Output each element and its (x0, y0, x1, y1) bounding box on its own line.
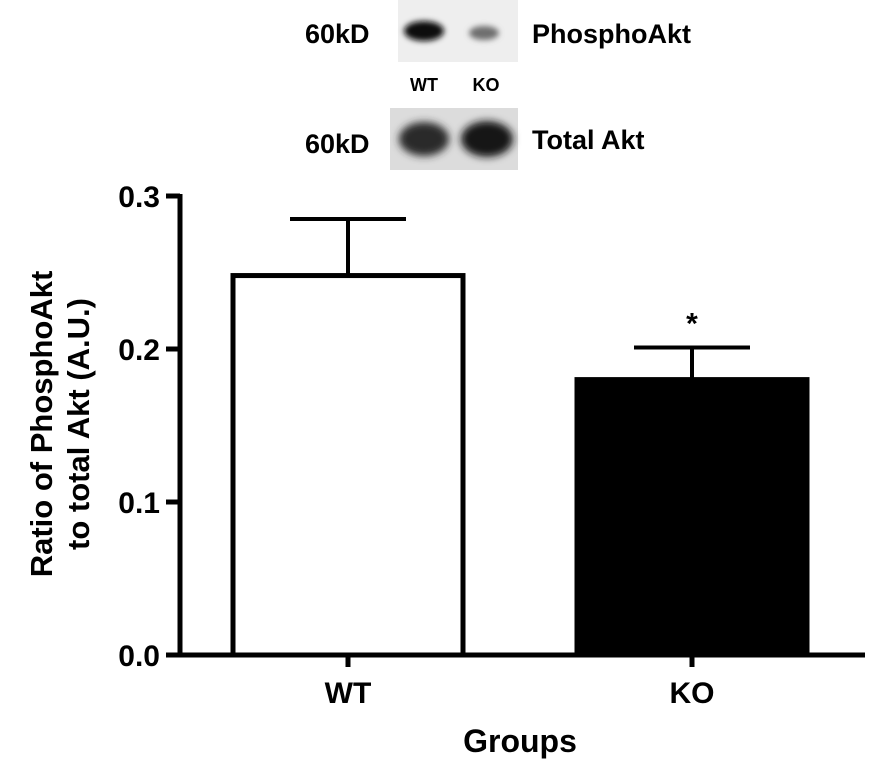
blot-row2-strip (390, 108, 518, 170)
x-tick-label-wt: WT (325, 677, 372, 710)
y-tick-label-3: 0.3 (118, 181, 160, 214)
bar-chart: * 0.0 0.1 0.2 0.3 WT KO Groups Ratio of Phos… (24, 181, 865, 759)
blot-band-phosphoakt-wt (404, 21, 444, 41)
y-axis-title-line-1: Ratio of PhosphoAkt (24, 271, 59, 578)
bar-ko (574, 377, 810, 658)
x-axis-title: Groups (463, 723, 577, 759)
x-ticks-layer: WT KO (325, 655, 715, 710)
bar-wt (230, 273, 466, 658)
blot-band-totalakt-wt (399, 122, 449, 156)
blot-lane-label-wt: WT (410, 75, 438, 95)
significance-marker-ko: * (686, 307, 698, 340)
blot-band-totalakt-ko (461, 121, 513, 157)
y-tick-label-0: 0.0 (118, 640, 160, 673)
y-ticks-layer: 0.0 0.1 0.2 0.3 (118, 181, 180, 673)
blot-band-phosphoakt-ko (469, 26, 499, 40)
y-axis-title-line-2: to total Akt (A.U.) (61, 298, 96, 550)
y-tick-label-2: 0.2 (118, 334, 160, 367)
blot-lane-label-ko: KO (473, 75, 500, 95)
blot-row1-strip (398, 0, 518, 62)
bars-layer (230, 273, 810, 658)
blot-row1-size-label: 60kD (305, 19, 370, 49)
y-tick-label-1: 0.1 (118, 487, 160, 520)
blot-row1-protein-label: PhosphoAkt (532, 19, 691, 49)
y-axis-title: Ratio of PhosphoAkt to total Akt (A.U.) (24, 271, 96, 578)
blot-row2-size-label: 60kD (305, 129, 370, 159)
significance-layer: * (686, 307, 698, 340)
axes-layer (177, 194, 865, 658)
x-tick-label-ko: KO (670, 677, 715, 710)
error-bars-layer (290, 216, 750, 380)
blot-row2-protein-label: Total Akt (532, 125, 645, 155)
western-blot-panel: 60kD PhosphoAkt WT KO 60kD Total Akt (305, 0, 691, 170)
